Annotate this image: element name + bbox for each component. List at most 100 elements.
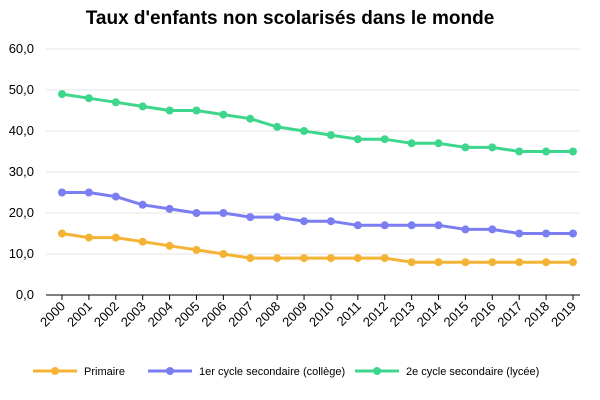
data-point bbox=[569, 229, 577, 238]
data-point bbox=[380, 254, 389, 263]
data-point bbox=[246, 213, 255, 222]
data-point bbox=[138, 237, 147, 246]
data-point bbox=[515, 258, 524, 267]
data-point bbox=[542, 258, 551, 267]
x-tick-label: 2018 bbox=[521, 299, 552, 330]
x-tick-label: 2007 bbox=[225, 299, 256, 330]
data-point bbox=[434, 139, 443, 148]
data-point bbox=[542, 147, 551, 156]
data-point bbox=[138, 200, 147, 209]
data-point bbox=[569, 147, 577, 156]
data-point bbox=[515, 229, 524, 238]
data-point bbox=[219, 250, 228, 258]
data-point bbox=[246, 114, 255, 123]
data-point bbox=[353, 135, 362, 144]
data-point bbox=[326, 254, 335, 263]
x-tick-label: 2019 bbox=[548, 299, 579, 330]
x-tick-label: 2011 bbox=[334, 299, 364, 329]
data-point bbox=[353, 221, 362, 230]
legend-label: Primaire bbox=[84, 366, 125, 378]
data-point bbox=[380, 135, 389, 144]
data-point bbox=[461, 143, 470, 152]
legend-swatch-marker bbox=[51, 367, 59, 375]
data-point bbox=[353, 254, 362, 263]
data-point bbox=[165, 204, 174, 213]
data-point bbox=[84, 94, 93, 103]
x-tick-label: 2000 bbox=[37, 299, 68, 330]
data-point bbox=[300, 254, 309, 263]
data-point bbox=[488, 225, 497, 234]
y-axis-ticks: 0,0 10,0 20,0 30,0 40,0 50,0 60,0 bbox=[9, 41, 34, 302]
x-tick-label: 2003 bbox=[118, 299, 149, 330]
x-axis: 2000200120022003200420052006200720082009… bbox=[37, 294, 580, 330]
x-tick-label: 2010 bbox=[306, 299, 337, 330]
data-point bbox=[273, 254, 282, 263]
data-point bbox=[111, 98, 120, 107]
data-point bbox=[58, 90, 66, 99]
data-point bbox=[461, 258, 470, 267]
series-line bbox=[61, 232, 573, 264]
data-point bbox=[111, 233, 120, 242]
legend-swatch-marker bbox=[373, 367, 381, 375]
y-tick-label: 50,0 bbox=[9, 82, 34, 97]
x-tick-label: 2009 bbox=[279, 299, 310, 330]
x-tick-label: 2014 bbox=[414, 299, 445, 330]
series-2 bbox=[58, 188, 577, 238]
data-point bbox=[326, 217, 335, 226]
data-point bbox=[300, 127, 309, 135]
series-line bbox=[61, 92, 573, 153]
series-3 bbox=[58, 90, 577, 156]
legend-item-1: Primaire bbox=[33, 366, 125, 378]
data-point bbox=[219, 209, 228, 217]
x-tick-label: 2015 bbox=[440, 299, 471, 330]
data-point bbox=[407, 258, 416, 267]
data-point bbox=[488, 258, 497, 267]
gridlines bbox=[46, 48, 580, 255]
x-tick-label: 2001 bbox=[64, 299, 95, 330]
data-point bbox=[111, 192, 120, 201]
data-point bbox=[515, 147, 524, 156]
data-point bbox=[192, 106, 201, 115]
legend-label: 2e cycle secondaire (lycée) bbox=[406, 366, 539, 378]
series-group bbox=[58, 90, 577, 267]
x-tick-label: 2013 bbox=[387, 299, 418, 330]
data-point bbox=[300, 217, 309, 226]
data-point bbox=[407, 221, 416, 230]
y-tick-label: 40,0 bbox=[9, 123, 34, 138]
data-point bbox=[138, 102, 147, 111]
data-point bbox=[273, 122, 282, 131]
legend-swatch-marker bbox=[166, 367, 174, 375]
series-line bbox=[62, 191, 573, 235]
series-1 bbox=[58, 229, 577, 267]
data-point bbox=[84, 233, 93, 242]
data-point bbox=[488, 143, 497, 152]
x-tick-label: 2016 bbox=[467, 299, 498, 330]
x-tick-label: 2005 bbox=[172, 299, 203, 330]
legend-item-3: 2e cycle secondaire (lycée) bbox=[355, 366, 539, 378]
data-point bbox=[246, 254, 255, 263]
data-point bbox=[461, 225, 470, 234]
x-tick-label: 2008 bbox=[252, 299, 283, 330]
data-point bbox=[407, 139, 416, 148]
y-tick-label: 20,0 bbox=[9, 205, 34, 220]
legend-label: 1er cycle secondaire (collège) bbox=[199, 366, 345, 378]
data-point bbox=[84, 188, 93, 197]
y-tick-label: 60,0 bbox=[9, 41, 34, 56]
data-point bbox=[165, 241, 174, 250]
data-point bbox=[219, 110, 228, 119]
data-point bbox=[165, 106, 174, 115]
data-point bbox=[542, 229, 551, 238]
data-point bbox=[380, 221, 389, 230]
data-point bbox=[569, 258, 577, 267]
data-point bbox=[58, 229, 66, 238]
x-tick-label: 2004 bbox=[145, 299, 176, 330]
legend: Primaire 1er cycle secondaire (collège) 2e… bbox=[33, 366, 539, 378]
chart-title: Taux d'enfants non scolarisés dans le mo… bbox=[86, 8, 495, 29]
y-tick-label: 0,0 bbox=[16, 287, 34, 302]
y-tick-label: 10,0 bbox=[9, 246, 34, 261]
legend-item-2: 1er cycle secondaire (collège) bbox=[148, 366, 345, 378]
data-point bbox=[192, 209, 201, 217]
x-tick-label: 2002 bbox=[91, 299, 122, 330]
x-tick-label: 2012 bbox=[360, 299, 391, 330]
